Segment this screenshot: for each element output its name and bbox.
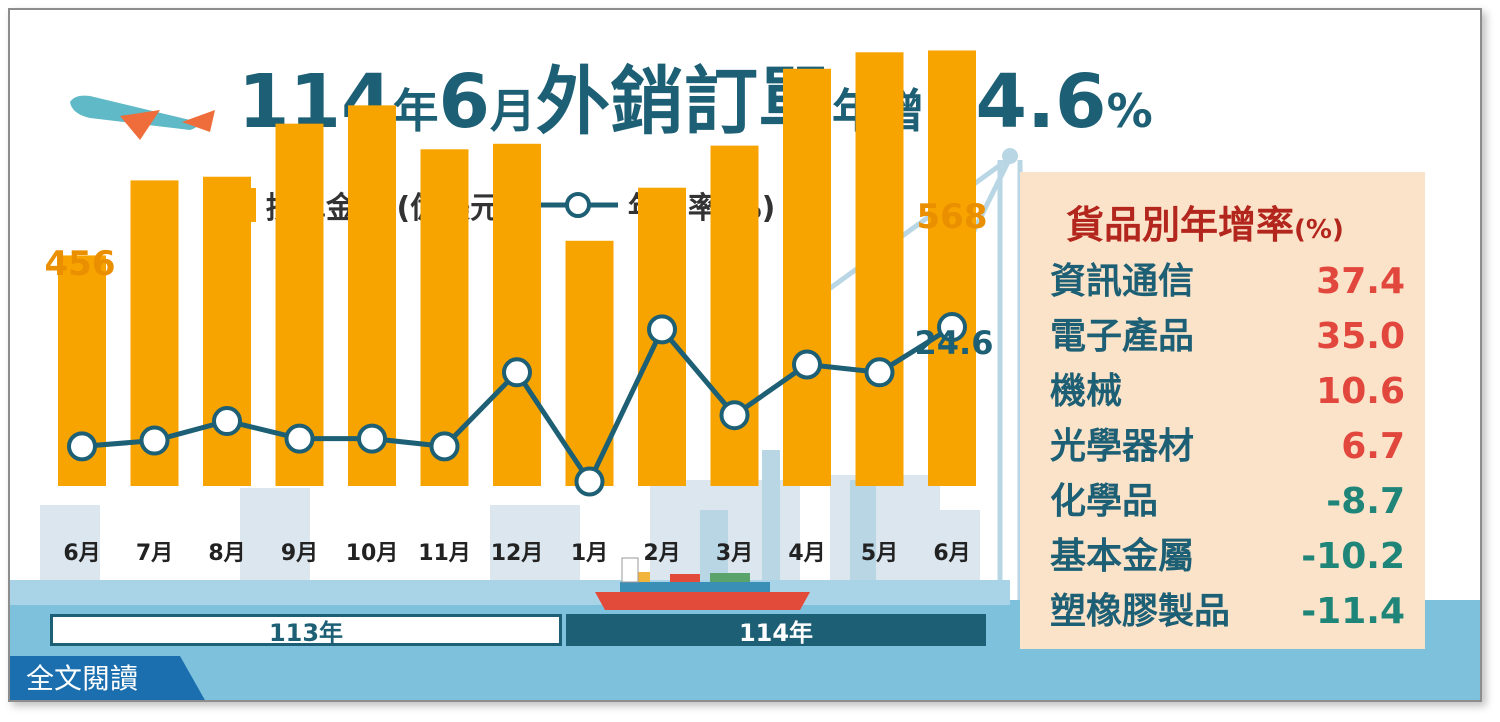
x-tick-label: 6月 (63, 541, 100, 566)
growth-point (139, 425, 170, 456)
category-name: 電子產品 (1050, 316, 1195, 357)
category-name: 化學品 (1050, 481, 1159, 522)
category-row: 基本金屬 -10.2 (1050, 531, 1405, 583)
bar (493, 143, 541, 487)
x-tick-label: 7月 (136, 541, 173, 566)
x-tick-label: 8月 (208, 541, 245, 566)
bar (783, 68, 831, 486)
bar (710, 145, 759, 486)
category-name: 機械 (1050, 371, 1123, 412)
x-tick-label: 9月 (281, 541, 318, 566)
category-growth-value: -10.2 (1301, 536, 1405, 577)
x-tick-label: 3月 (716, 541, 753, 566)
category-growth-value: 6.7 (1341, 426, 1405, 467)
panel-title: 貨品別年增率(%) (1066, 203, 1344, 247)
category-name: 資訊通信 (1050, 261, 1195, 302)
year-group-113: 113年 (50, 614, 562, 647)
x-tick-label: 6月 (933, 541, 970, 566)
x-tick-label: 5月 (861, 541, 898, 566)
category-row: 電子產品 35.0 (1050, 311, 1405, 363)
category-name: 基本金屬 (1050, 536, 1195, 577)
legend-line-marker (537, 192, 618, 218)
category-growth-value: 10.6 (1316, 371, 1405, 412)
category-growth-panel: 貨品別年增率(%) 資訊通信 37.4 電子產品 35.0 機械 10.6 光學器材 6.7 化… (1020, 172, 1425, 649)
growth-point (67, 431, 97, 462)
year-group-114: 114年 (566, 614, 986, 647)
growth-point (429, 431, 460, 462)
line-data-label-last: 24.6 (915, 324, 994, 362)
bar (855, 52, 904, 486)
category-row: 光學器材 6.7 (1050, 421, 1405, 473)
bar-data-label-first: 456 (45, 244, 116, 284)
growth-point (937, 312, 967, 343)
bar (928, 50, 976, 487)
category-row: 資訊通信 37.4 (1050, 256, 1405, 308)
infographic-frame: 114年6月外銷訂單年增24.6% 接單金額 (億美元) 年增率(%) 6月7月… (8, 8, 1482, 702)
bar (203, 176, 251, 487)
growth-point (719, 400, 750, 431)
bar-data-label-last: 568 (917, 197, 988, 237)
growth-point (792, 349, 822, 380)
category-growth-value: 35.0 (1316, 316, 1405, 357)
growth-point (357, 423, 387, 454)
x-tick-label: 10月 (346, 541, 399, 566)
growth-point (864, 357, 895, 388)
x-tick-label: 4月 (788, 541, 825, 566)
category-growth-value: 37.4 (1316, 261, 1405, 302)
category-name: 光學器材 (1050, 426, 1195, 467)
category-growth-value: -11.4 (1301, 591, 1405, 632)
bar (348, 105, 396, 487)
category-row: 化學品 -8.7 (1050, 476, 1405, 528)
x-tick-label: 11月 (418, 541, 471, 566)
growth-point (502, 357, 532, 388)
category-row: 機械 10.6 (1050, 366, 1405, 418)
combo-chart: 6月 7月 8月 9月 10月 11月 12月 1月 2月 3月 4月 5月 6月 456 568 24.6 (45, 50, 994, 566)
growth-point (284, 423, 315, 454)
growth-point (574, 466, 605, 497)
x-tick-label: 1月 (571, 541, 608, 566)
category-name: 塑橡膠製品 (1050, 591, 1231, 632)
x-tick-label: 2月 (643, 541, 680, 566)
x-tick-label: 12月 (491, 541, 544, 566)
growth-point (212, 406, 242, 437)
category-row: 塑橡膠製品 -11.4 (1050, 586, 1405, 638)
category-growth-value: -8.7 (1326, 481, 1405, 522)
growth-point (647, 314, 677, 345)
read-full-text-button[interactable]: 全文閱讀 (10, 656, 206, 700)
